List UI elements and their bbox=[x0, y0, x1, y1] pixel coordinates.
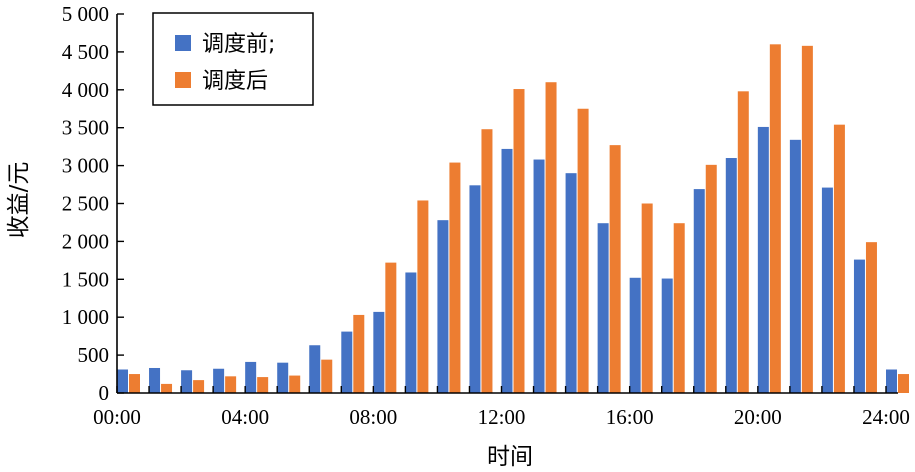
bar-before-22 bbox=[821, 187, 833, 393]
bar-before-7 bbox=[341, 331, 353, 393]
bar-before-0 bbox=[117, 369, 128, 393]
bar-after-23 bbox=[865, 242, 877, 393]
bar-before-23 bbox=[853, 259, 865, 393]
bar-after-0 bbox=[129, 374, 140, 393]
bar-after-16 bbox=[641, 203, 653, 393]
bars-layer bbox=[117, 44, 909, 394]
legend-swatch-before bbox=[175, 35, 191, 51]
bar-before-9 bbox=[405, 272, 417, 393]
bar-before-2 bbox=[181, 370, 193, 393]
bar-before-5 bbox=[277, 362, 289, 393]
x-tick-label: 16:00 bbox=[606, 405, 654, 429]
y-tick-label: 5 000 bbox=[62, 2, 109, 26]
y-tick-label: 4 500 bbox=[62, 40, 109, 64]
bar-before-19 bbox=[725, 158, 737, 393]
y-tick-label: 3 000 bbox=[62, 154, 109, 178]
bar-after-21 bbox=[801, 45, 813, 393]
bar-after-24 bbox=[898, 374, 909, 393]
bar-after-9 bbox=[417, 200, 429, 393]
bar-before-18 bbox=[693, 189, 705, 393]
legend: 调度前; 调度后 bbox=[152, 12, 314, 106]
x-tick-label: 24:00 bbox=[862, 405, 910, 429]
y-tick-label: 0 bbox=[99, 381, 110, 405]
bar-before-17 bbox=[661, 278, 673, 393]
bar-after-5 bbox=[289, 375, 301, 393]
bar-before-20 bbox=[757, 126, 769, 393]
bar-after-19 bbox=[737, 91, 749, 393]
bar-before-15 bbox=[597, 223, 609, 393]
bar-after-8 bbox=[385, 262, 397, 393]
bar-before-24 bbox=[886, 369, 897, 393]
bar-after-20 bbox=[769, 44, 781, 393]
bar-after-14 bbox=[577, 108, 589, 393]
y-tick-label: 3 500 bbox=[62, 116, 109, 140]
bar-before-21 bbox=[789, 139, 801, 393]
x-axis-title: 时间 bbox=[487, 444, 533, 470]
bar-before-6 bbox=[309, 345, 321, 393]
bar-before-12 bbox=[501, 148, 513, 393]
bar-after-2 bbox=[193, 380, 205, 393]
bar-before-1 bbox=[149, 367, 161, 393]
x-tick-label: 08:00 bbox=[349, 405, 397, 429]
bar-before-11 bbox=[469, 185, 481, 393]
y-tick-label: 4 000 bbox=[62, 78, 109, 102]
legend-box bbox=[152, 12, 314, 106]
y-tick-label: 2 000 bbox=[62, 229, 109, 253]
bar-after-18 bbox=[705, 164, 717, 393]
bar-after-17 bbox=[673, 223, 685, 393]
x-tick-label: 12:00 bbox=[478, 405, 526, 429]
bar-after-15 bbox=[609, 145, 621, 393]
legend-label-after: 调度后 bbox=[202, 69, 268, 94]
y-tick-label: 500 bbox=[78, 343, 110, 367]
bar-after-6 bbox=[321, 359, 333, 393]
y-axis-ticks: 0 500 1 000 1 500 2 000 2 500 3 000 3 500 4 000 4… bbox=[62, 2, 124, 405]
x-tick-label: 04:00 bbox=[221, 405, 269, 429]
y-tick-label: 2 500 bbox=[62, 192, 109, 216]
bar-after-4 bbox=[257, 377, 269, 393]
x-axis-ticks: 00:00 04:00 08:00 12:00 16:00 20:00 24:00 bbox=[93, 386, 910, 429]
bar-before-4 bbox=[245, 361, 257, 393]
y-tick-label: 1 000 bbox=[62, 305, 109, 329]
legend-label-before: 调度前; bbox=[202, 32, 275, 57]
bar-before-14 bbox=[565, 173, 577, 393]
bar-after-11 bbox=[481, 129, 493, 393]
legend-swatch-after bbox=[175, 72, 191, 88]
bar-before-3 bbox=[213, 368, 225, 393]
y-axis-title: 收益/元 bbox=[6, 162, 32, 239]
bar-after-7 bbox=[353, 314, 365, 393]
bar-before-16 bbox=[629, 277, 641, 393]
bar-after-12 bbox=[513, 89, 525, 394]
bar-after-22 bbox=[833, 124, 845, 393]
x-tick-label: 00:00 bbox=[93, 405, 141, 429]
bar-after-1 bbox=[161, 383, 173, 393]
bar-after-10 bbox=[449, 162, 461, 393]
bar-after-13 bbox=[545, 82, 557, 393]
bar-before-13 bbox=[533, 159, 545, 393]
bar-before-10 bbox=[437, 220, 449, 393]
bar-before-8 bbox=[373, 311, 385, 393]
y-tick-label: 1 500 bbox=[62, 267, 109, 291]
bar-after-3 bbox=[225, 376, 237, 393]
x-tick-label: 20:00 bbox=[734, 405, 782, 429]
